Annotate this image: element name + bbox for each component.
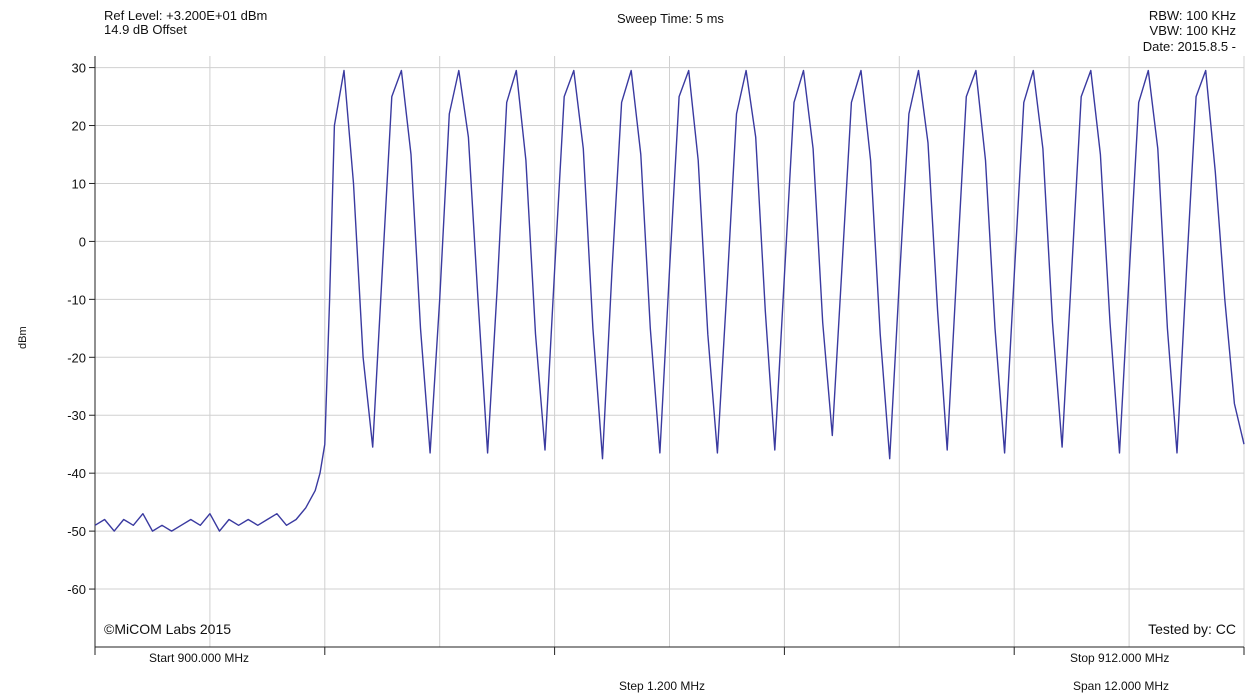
y-tick-label: -60 [67,582,86,597]
y-tick-label: -30 [67,408,86,423]
offset-label: 14.9 dB Offset [104,22,187,37]
vbw-label: VBW: 100 KHz [1149,23,1236,38]
y-tick-label: -10 [67,292,86,307]
y-axis-label: dBm [17,326,29,349]
ref-level: Ref Level: +3.200E+01 dBm [104,8,268,23]
span-frequency: Span 12.000 MHz [1073,679,1170,693]
step-frequency: Step 1.200 MHz [619,679,706,693]
y-tick-label: 30 [72,61,86,76]
y-tick-label: 10 [72,176,86,191]
y-tick-label: 20 [72,119,86,134]
start-frequency: Start 900.000 MHz [149,651,250,665]
stop-frequency: Stop 912.000 MHz [1070,651,1170,665]
spectrum-trace [94,69,1245,532]
y-tick-label: 0 [79,234,86,249]
tested-by-label: Tested by: CC [1148,621,1236,637]
date-label: Date: 2015.8.5 - [1142,39,1236,54]
sweep-time: Sweep Time: 5 ms [617,11,724,26]
y-tick-label: -40 [67,466,86,481]
y-tick-label: -50 [67,524,86,539]
copyright-label: ©MiCOM Labs 2015 [104,621,232,637]
y-tick-label: -20 [67,350,86,365]
rbw-label: RBW: 100 KHz [1148,8,1236,23]
